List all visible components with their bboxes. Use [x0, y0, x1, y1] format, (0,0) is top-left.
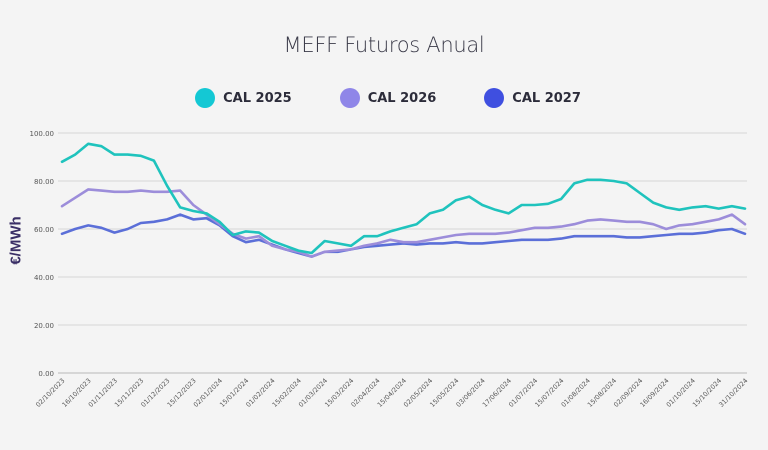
y-tick-label: 40.00: [34, 274, 54, 282]
legend-marker-icon: [484, 88, 505, 108]
legend-label: CAL 2027: [512, 90, 581, 106]
legend-item-cal-2026[interactable]: CAL 2026: [339, 88, 437, 108]
series-line-cal-2026: [60, 188, 747, 258]
legend-item-cal-2025[interactable]: CAL 2025: [195, 88, 292, 108]
legend-marker-icon: [339, 88, 360, 108]
legend-label: CAL 2026: [367, 90, 437, 106]
chart-title: MEFF Futuros Anual: [283, 33, 485, 57]
legend-label: CAL 2025: [223, 90, 292, 106]
y-tick-label: 20.00: [34, 322, 54, 330]
y-tick-label: 0.00: [38, 370, 54, 378]
legend: CAL 2025 CAL 2026 CAL 2027: [0, 88, 768, 108]
legend-marker-icon: [195, 88, 216, 108]
series-line-cal-2027: [60, 213, 747, 258]
y-tick-label: 80.00: [34, 178, 54, 186]
legend-item-cal-2027[interactable]: CAL 2027: [484, 88, 581, 108]
y-tick-label: 60.00: [34, 226, 54, 234]
series-line-cal-2025: [60, 142, 747, 255]
y-tick-label: 100.00: [30, 130, 55, 138]
